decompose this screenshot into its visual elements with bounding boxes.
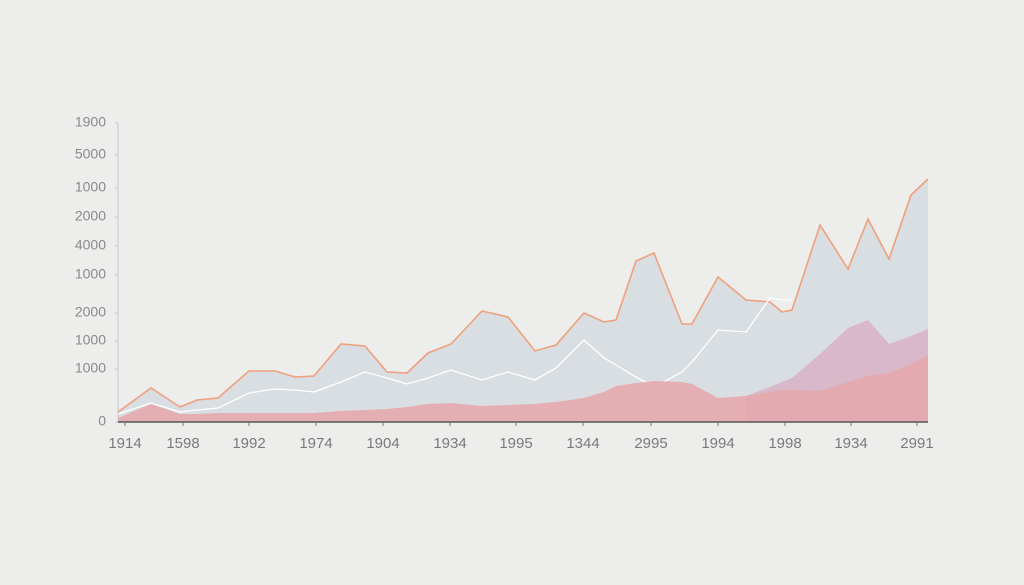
y-tick-label: 5000 bbox=[75, 146, 106, 162]
x-tick-label: 2991 bbox=[900, 435, 933, 452]
y-tick-label: 2000 bbox=[75, 304, 106, 320]
y-tick-label: 1900 bbox=[75, 114, 106, 130]
x-tick-label: 1904 bbox=[366, 435, 399, 452]
x-tick-label: 1934 bbox=[433, 435, 466, 452]
x-tick-label: 1344 bbox=[566, 435, 599, 452]
area bbox=[118, 179, 928, 422]
x-tick-label: 1992 bbox=[232, 435, 265, 452]
y-tick-label: 1000 bbox=[75, 332, 106, 348]
area bbox=[118, 355, 928, 422]
y-tick-label: 0 bbox=[98, 413, 106, 429]
x-tick-label: 1934 bbox=[834, 435, 867, 452]
x-tick-label: 2995 bbox=[634, 435, 667, 452]
area-line bbox=[117, 178, 929, 413]
x-tick-label: 1974 bbox=[299, 435, 332, 452]
x-tick-label: 1998 bbox=[768, 435, 801, 452]
x-tick-label: 1994 bbox=[701, 435, 734, 452]
y-tick-label: 1000 bbox=[75, 266, 106, 282]
y-tick-label: 1000 bbox=[75, 360, 106, 376]
y-tick-label: 2000 bbox=[75, 208, 106, 224]
x-tick-label: 1995 bbox=[499, 435, 532, 452]
x-tick-label: 1598 bbox=[166, 435, 199, 452]
y-tick-label: 4000 bbox=[75, 237, 106, 253]
x-tick-label: 1914 bbox=[108, 435, 141, 452]
line bbox=[117, 297, 792, 415]
y-tick-label: 1000 bbox=[75, 179, 106, 195]
